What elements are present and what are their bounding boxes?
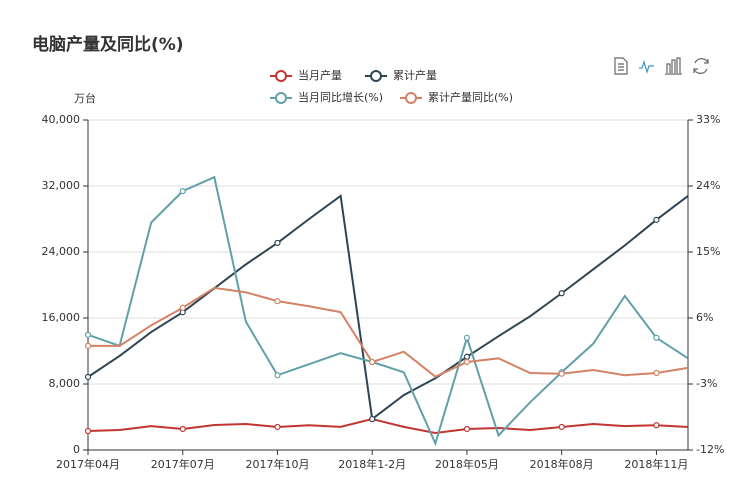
point (369, 415, 376, 423)
legend-marker (275, 92, 287, 104)
x-tick-label: 2018年1-2月 (338, 457, 406, 471)
bar-icon[interactable] (665, 57, 682, 75)
y2-tick-label: 15% (696, 245, 720, 258)
point (653, 216, 660, 223)
legend-marker (275, 70, 287, 82)
x-tick-label: 2017年04月 (56, 457, 120, 471)
point (463, 425, 471, 433)
y-tick-label: 24,000 (42, 245, 81, 258)
y2-tick-label: -3% (696, 377, 717, 390)
y2-tick-label: 24% (696, 179, 720, 192)
x-tick-label: 2018年05月 (435, 457, 499, 471)
point (274, 372, 281, 379)
point (653, 422, 660, 429)
x-tick-label: 2017年07月 (151, 457, 215, 471)
point (463, 334, 471, 341)
point (274, 239, 281, 247)
y-tick-label: 16,000 (42, 311, 81, 324)
y-tick-label: 32,000 (42, 179, 81, 192)
legend-label: 累计产量同比(%) (428, 90, 513, 104)
series-line (88, 286, 689, 378)
point (463, 353, 471, 360)
y2-tick-label: 33% (696, 113, 720, 126)
point (558, 423, 565, 431)
legend-marker (370, 70, 382, 82)
x-tick-label: 2017年10月 (245, 457, 309, 471)
x-tick-label: 2018年08月 (530, 457, 594, 471)
line-icon[interactable] (639, 60, 654, 74)
series-line (87, 175, 689, 447)
x-tick-label: 2018年11月 (624, 457, 688, 471)
point (84, 427, 92, 435)
toolbar[interactable] (614, 57, 709, 75)
data-view-icon[interactable] (614, 57, 628, 75)
point (274, 298, 281, 305)
chart-title: 电脑产量及同比(%) (32, 34, 184, 55)
point (274, 423, 281, 431)
y-axis-label: 万台 (74, 91, 96, 105)
point (84, 331, 92, 338)
legend-label: 当月同比增长(%) (298, 90, 383, 104)
point (369, 358, 376, 366)
y-tick-label: 8,000 (49, 377, 81, 390)
legend-label: 累计产量 (393, 68, 437, 82)
y-tick-label: 0 (73, 443, 80, 456)
point (653, 334, 660, 341)
series-line (87, 194, 689, 421)
point (558, 290, 565, 297)
point (179, 425, 186, 433)
point (463, 358, 471, 366)
y-tick-label: 40,000 (42, 113, 81, 126)
point (179, 304, 186, 311)
point (84, 342, 92, 349)
legend-label: 当月产量 (298, 68, 342, 82)
point (179, 188, 186, 195)
y2-tick-label: -12% (696, 443, 724, 456)
point (84, 373, 92, 381)
legend-marker (405, 92, 417, 104)
point (653, 369, 660, 377)
y2-tick-label: 6% (696, 311, 713, 324)
point (558, 370, 565, 377)
series-line (87, 418, 689, 435)
restore-icon[interactable] (693, 58, 709, 74)
